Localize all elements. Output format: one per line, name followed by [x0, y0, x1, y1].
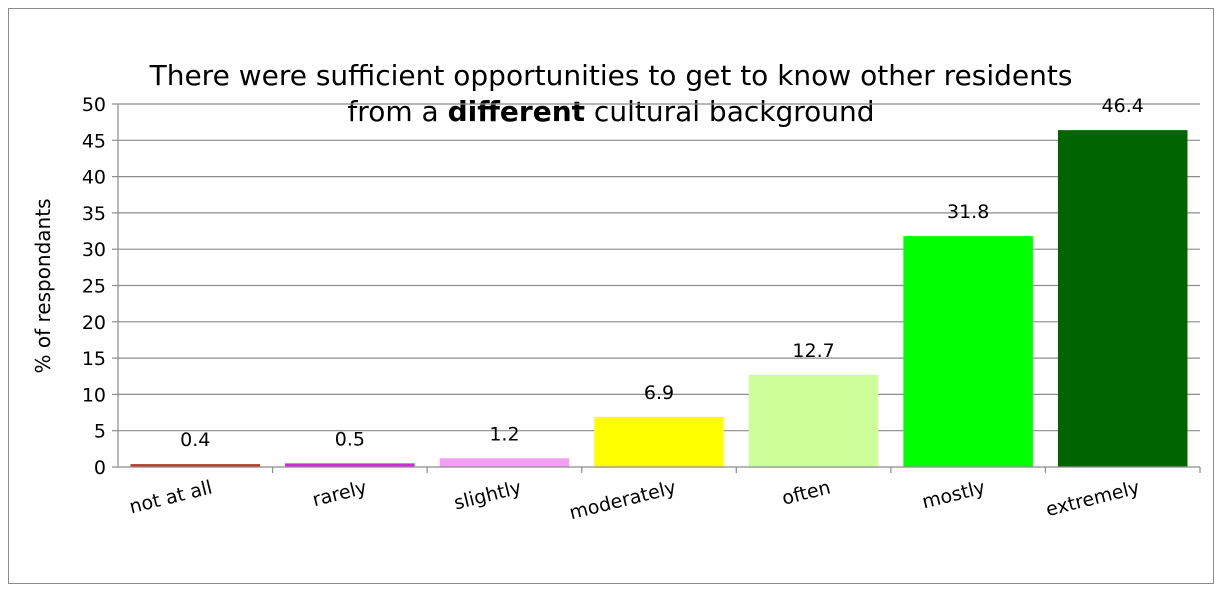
category-label: extremely	[1044, 477, 1142, 522]
bar-slightly	[439, 458, 570, 467]
chart-title-bold: different	[447, 95, 586, 128]
chart-title-line2: from a different cultural background	[0, 94, 1222, 130]
data-label: 1.2	[489, 423, 519, 445]
data-label: 0.5	[335, 428, 365, 450]
y-tick-label: 30	[82, 239, 106, 261]
category-label: slightly	[452, 477, 524, 515]
y-tick-label: 5	[94, 421, 106, 443]
bar-often	[748, 374, 879, 467]
category-label: often	[780, 477, 833, 510]
data-label: 6.9	[644, 382, 674, 404]
bar-rarely	[285, 463, 415, 467]
y-tick-label: 15	[82, 348, 106, 370]
category-label: mostly	[920, 477, 987, 514]
y-tick-label: 10	[82, 384, 106, 406]
data-label: 46.4	[1102, 95, 1144, 117]
data-label: 31.8	[947, 201, 989, 223]
category-label: rarely	[310, 477, 369, 512]
bar-mostly	[903, 236, 1033, 467]
chart-title-prefix: from a	[347, 95, 439, 128]
bar-not-at-all	[130, 464, 261, 467]
y-tick-label: 20	[82, 312, 106, 334]
y-tick-label: 0	[94, 457, 106, 479]
axes	[112, 103, 1201, 473]
bars	[130, 130, 1188, 468]
bar-moderately	[594, 416, 724, 467]
chart-title-suffix: cultural background	[593, 95, 875, 128]
category-label: not at all	[127, 477, 214, 519]
category-label: moderately	[567, 477, 678, 525]
chart-title-line1: There were sufficient opportunities to g…	[149, 59, 1073, 92]
y-tick-label: 50	[82, 94, 106, 116]
y-axis-label: % of respondants	[31, 199, 55, 374]
y-tick-label: 25	[82, 276, 106, 298]
data-label: 12.7	[792, 340, 834, 362]
y-tick-label: 45	[82, 130, 106, 152]
chart-title: There were sufficient opportunities to g…	[0, 58, 1222, 130]
y-tick-label: 35	[82, 203, 106, 225]
bar-extremely	[1057, 130, 1188, 468]
y-tick-label: 40	[82, 167, 106, 189]
data-label: 0.4	[180, 429, 210, 451]
